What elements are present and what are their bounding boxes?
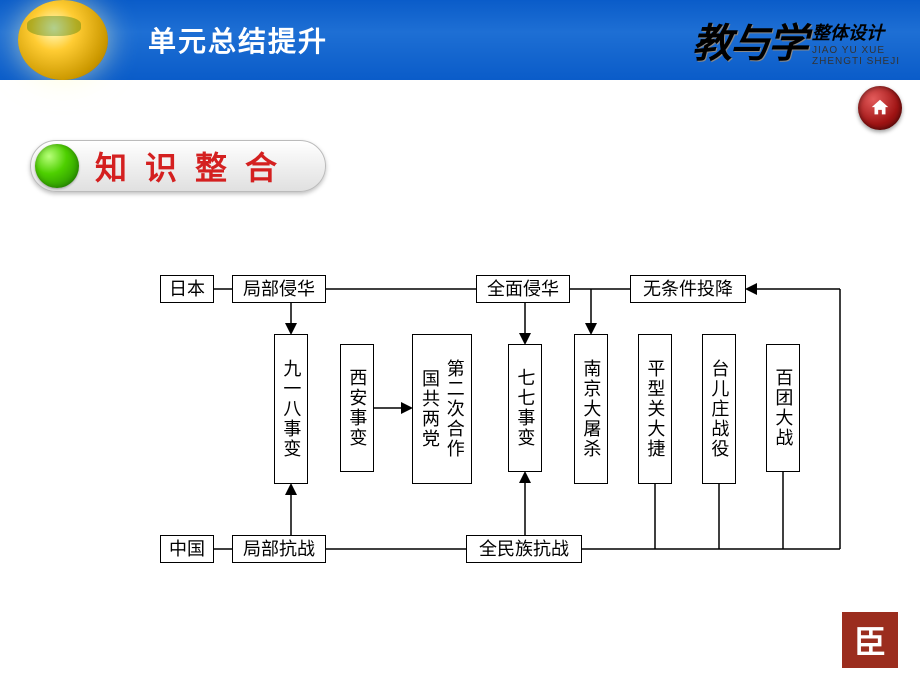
diagram-lines — [140, 260, 860, 580]
header-bar: 单元总结提升 教与学 整体设计 JIAO YU XUE ZHENGTI SHEJ… — [0, 0, 920, 80]
home-button[interactable] — [858, 86, 902, 130]
box-coop: 国共两党 第二次合作 — [412, 334, 472, 484]
corner-logo-text: 臣 — [854, 617, 886, 663]
page-title: 单元总结提升 — [148, 20, 328, 60]
box-japan: 日本 — [160, 275, 214, 303]
box-nanjing: 南京大屠杀 — [574, 334, 608, 484]
corner-logo: 臣 — [842, 612, 898, 668]
box-jp-partial: 局部侵华 — [232, 275, 326, 303]
home-icon — [869, 97, 891, 119]
box-xian: 西安事变 — [340, 344, 374, 472]
box-coop-col1: 国共两党 — [417, 363, 442, 455]
box-jp-full: 全面侵华 — [476, 275, 570, 303]
box-918: 九一八事变 — [274, 334, 308, 484]
box-cn-partial: 局部抗战 — [232, 535, 326, 563]
box-pingxing: 平型关大捷 — [638, 334, 672, 484]
logo-sub3: ZHENGTI SHEJI — [812, 56, 900, 67]
box-77: 七七事变 — [508, 344, 542, 472]
logo-main-text: 教与学 — [692, 11, 806, 69]
section-title: 知识整合 — [95, 143, 295, 189]
box-surrender: 无条件投降 — [630, 275, 746, 303]
box-coop-col2: 第二次合作 — [442, 353, 467, 465]
section-heading: 知识整合 — [30, 140, 326, 192]
box-china: 中国 — [160, 535, 214, 563]
box-cn-full: 全民族抗战 — [466, 535, 582, 563]
box-baituan: 百团大战 — [766, 344, 800, 472]
globe-icon — [18, 0, 108, 80]
box-taierzhuang: 台儿庄战役 — [702, 334, 736, 484]
section-dot-icon — [35, 144, 79, 188]
logo-sub1: 整体设计 — [812, 19, 900, 45]
logo-sub2: JIAO YU XUE — [812, 45, 900, 56]
header-logo: 教与学 整体设计 JIAO YU XUE ZHENGTI SHEJI — [692, 0, 920, 80]
knowledge-diagram: 日本 局部侵华 全面侵华 无条件投降 九一八事变 西安事变 国共两党 第二次合作… — [140, 260, 860, 580]
